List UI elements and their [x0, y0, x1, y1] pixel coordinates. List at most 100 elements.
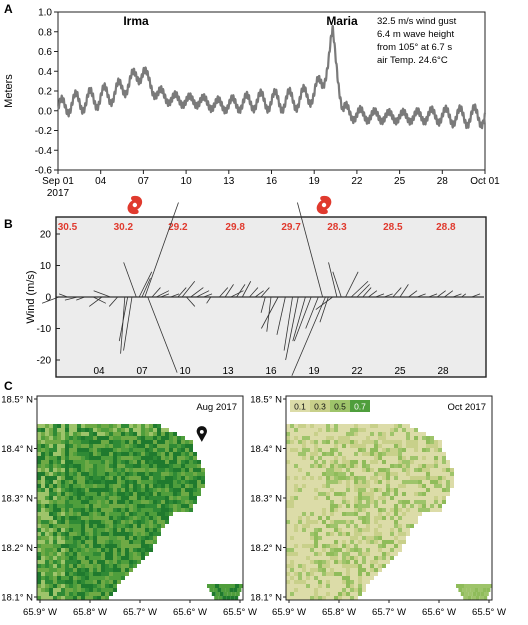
wind-vector — [93, 290, 111, 298]
vegetation-cell — [121, 484, 125, 488]
vegetation-cell — [418, 448, 422, 452]
vegetation-cell — [330, 524, 334, 528]
vegetation-cell — [286, 452, 290, 456]
vegetation-cell — [298, 428, 302, 432]
vegetation-cell — [350, 492, 354, 496]
vegetation-cell — [374, 548, 378, 552]
vegetation-cell — [386, 456, 390, 460]
vegetation-cell — [398, 500, 402, 504]
map-aug-x-axis: 65.9° W 65.8° W 65.7° W 65.6° W 65.5° W — [23, 600, 257, 618]
vegetation-cell — [185, 492, 189, 496]
vegetation-cell — [129, 508, 133, 512]
vegetation-cell — [394, 464, 398, 468]
vegetation-cell — [215, 584, 219, 588]
vegetation-cell — [57, 476, 61, 480]
vegetation-cell — [298, 572, 302, 576]
vegetation-cell — [65, 440, 69, 444]
vegetation-cell — [41, 468, 45, 472]
vegetation-cell — [117, 476, 121, 480]
vegetation-cell — [73, 428, 77, 432]
vegetation-cell — [346, 568, 350, 572]
vegetation-cell — [49, 472, 53, 476]
vegetation-cell — [342, 448, 346, 452]
vegetation-cell — [302, 592, 306, 596]
vegetation-cell — [129, 488, 133, 492]
vegetation-cell — [157, 520, 161, 524]
vegetation-cell — [89, 520, 93, 524]
vegetation-cell — [61, 552, 65, 556]
vegetation-cell — [446, 476, 450, 480]
vegetation-cell — [121, 432, 125, 436]
vegetation-cell — [53, 552, 57, 556]
vegetation-cell — [169, 464, 173, 468]
vegetation-cell — [105, 584, 109, 588]
vegetation-cell — [69, 448, 73, 452]
pin-hole — [199, 430, 204, 434]
vegetation-cell — [149, 496, 153, 500]
vegetation-cell — [414, 492, 418, 496]
vegetation-cell — [157, 464, 161, 468]
vegetation-cell — [306, 596, 310, 600]
vegetation-cell — [410, 512, 414, 516]
vegetation-cell — [446, 468, 450, 472]
wind-vector — [261, 296, 279, 329]
vegetation-cell — [81, 588, 85, 592]
vegetation-cell — [342, 508, 346, 512]
vegetation-cell — [129, 568, 133, 572]
vegetation-cell — [101, 544, 105, 548]
vegetation-cell — [306, 508, 310, 512]
y-tick-label: -0.2 — [35, 126, 53, 137]
vegetation-cell — [290, 536, 294, 540]
vegetation-cell — [314, 540, 318, 544]
vegetation-cell — [318, 516, 322, 520]
vegetation-cell — [350, 536, 354, 540]
vegetation-cell — [406, 488, 410, 492]
vegetation-cell — [141, 476, 145, 480]
vegetation-cell — [374, 532, 378, 536]
colorbar-legend: 0.1 0.3 0.5 0.7 — [290, 400, 370, 412]
vegetation-cell — [85, 548, 89, 552]
vegetation-cell — [286, 476, 290, 480]
vegetation-cell — [338, 448, 342, 452]
vegetation-cell — [189, 452, 193, 456]
vegetation-cell — [334, 588, 338, 592]
vegetation-cell — [173, 468, 177, 472]
vegetation-cell — [334, 492, 338, 496]
vegetation-cell — [386, 548, 390, 552]
vegetation-cell — [362, 532, 366, 536]
vegetation-cell — [310, 448, 314, 452]
vegetation-cell — [298, 516, 302, 520]
vegetation-cell — [65, 560, 69, 564]
vegetation-cell — [434, 480, 438, 484]
vegetation-cell — [113, 424, 117, 428]
vegetation-cell — [346, 452, 350, 456]
vegetation-cell — [398, 448, 402, 452]
vegetation-cell — [378, 440, 382, 444]
wind-vector — [206, 296, 212, 304]
vegetation-cell — [145, 548, 149, 552]
vegetation-cell — [149, 440, 153, 444]
vegetation-cell — [342, 424, 346, 428]
vegetation-cell — [65, 464, 69, 468]
vegetation-cell — [298, 504, 302, 508]
vegetation-cell — [374, 520, 378, 524]
vegetation-cell — [41, 520, 45, 524]
vegetation-cell — [105, 548, 109, 552]
vegetation-cell — [133, 452, 137, 456]
vegetation-cell — [334, 440, 338, 444]
vegetation-cell — [322, 572, 326, 576]
vegetation-cell — [45, 596, 49, 600]
y-tick-label: 18.4° N — [250, 444, 282, 455]
vegetation-cell — [302, 548, 306, 552]
vegetation-cell — [69, 472, 73, 476]
vegetation-cell — [153, 492, 157, 496]
vegetation-cell — [109, 584, 113, 588]
vegetation-cell — [37, 508, 41, 512]
vegetation-cell — [286, 464, 290, 468]
vegetation-cell — [77, 556, 81, 560]
vegetation-cell — [153, 536, 157, 540]
vegetation-cell — [145, 516, 149, 520]
vegetation-cell — [230, 596, 235, 600]
vegetation-cell — [169, 508, 173, 512]
vegetation-cell — [89, 428, 93, 432]
